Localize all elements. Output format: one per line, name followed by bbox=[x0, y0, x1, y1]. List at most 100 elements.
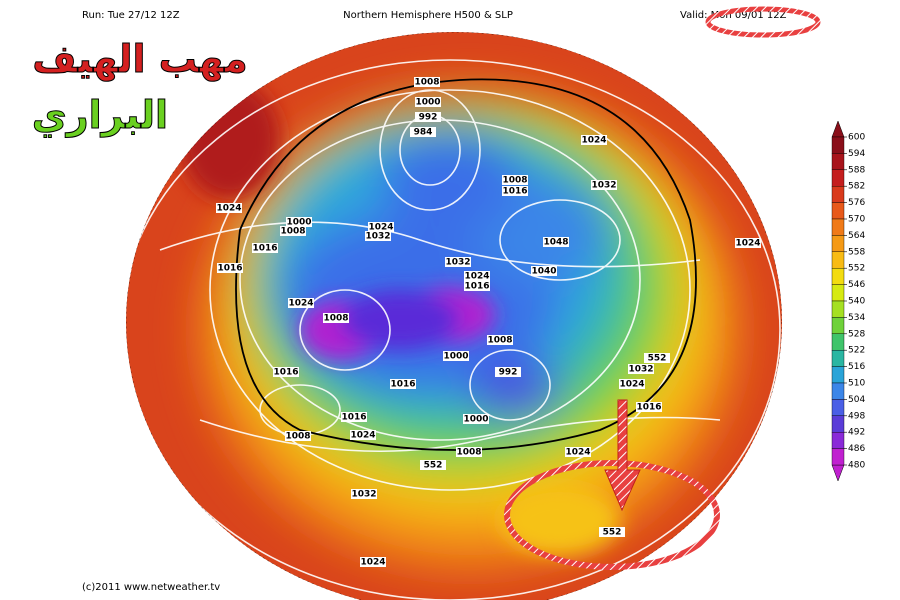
colorbar-swatch bbox=[831, 153, 845, 170]
isobar-label-bg bbox=[463, 414, 489, 424]
isobar-label-bg bbox=[323, 313, 349, 323]
isobar-label-bg bbox=[216, 203, 242, 213]
colorbar-label: 516 bbox=[848, 362, 865, 372]
isobar-label-bg bbox=[636, 402, 662, 412]
colorbar-label: 582 bbox=[848, 182, 865, 192]
isobar-label-bg bbox=[280, 226, 306, 236]
map-title: Northern Hemisphere H500 & SLP bbox=[343, 10, 513, 21]
isobar-label-bg bbox=[390, 379, 416, 389]
colorbar-swatch bbox=[831, 169, 845, 187]
isobar-label-bg bbox=[415, 112, 441, 122]
isobar-label-bg bbox=[420, 460, 446, 470]
isobar-label-bg bbox=[288, 298, 314, 308]
colorbar-label: 594 bbox=[848, 149, 865, 159]
colorbar-swatch bbox=[831, 202, 845, 220]
isobar-label: 1016 bbox=[273, 368, 298, 378]
isobar-label: 1008 bbox=[414, 78, 439, 88]
isobar-label-bg bbox=[735, 238, 761, 248]
colorbar-swatch bbox=[831, 415, 845, 433]
isobar-label-bg bbox=[619, 379, 645, 389]
overlay-title: مهب الهيف bbox=[32, 37, 247, 81]
colorbar-swatch bbox=[831, 317, 845, 334]
isobar-label-bg bbox=[464, 281, 490, 291]
colorbar-label: 504 bbox=[848, 395, 865, 405]
isobar-label: 1000 bbox=[415, 98, 440, 108]
isobar-label-bg bbox=[644, 353, 670, 363]
colorbar-label: 492 bbox=[848, 428, 865, 438]
isobar-label-bg bbox=[487, 335, 513, 345]
isobar-label: 1008 bbox=[487, 336, 512, 346]
isobar-label: 1024 bbox=[735, 239, 760, 249]
isobar-label: 1024 bbox=[619, 380, 644, 390]
isobar-label: 1032 bbox=[591, 181, 616, 191]
isobar-label: 552 bbox=[648, 354, 667, 364]
overlay-subtitle: البراري bbox=[32, 93, 168, 137]
colorbar-swatch bbox=[831, 268, 845, 285]
isobar-label: 552 bbox=[603, 528, 622, 538]
isobar-label-bg bbox=[350, 430, 376, 440]
isobar-label: 1016 bbox=[636, 403, 661, 413]
height-field bbox=[126, 32, 782, 600]
isobar-label-bg bbox=[628, 364, 654, 374]
colorbar-label: 528 bbox=[848, 329, 865, 339]
isobar-label: 1024 bbox=[581, 136, 606, 146]
colorbar-label: 552 bbox=[848, 264, 865, 274]
highlight-ellipse bbox=[504, 460, 720, 570]
isobar-label-bg bbox=[531, 266, 557, 276]
isobar-label-bg bbox=[252, 243, 278, 253]
colorbar-swatch bbox=[831, 185, 845, 203]
isobar-label: 1000 bbox=[443, 352, 468, 362]
colorbar-swatch bbox=[831, 333, 845, 351]
isobar-label-bg bbox=[415, 97, 441, 107]
colorbar-swatch bbox=[831, 382, 845, 400]
isobar-label-bg bbox=[543, 237, 569, 247]
colorbar-label: 588 bbox=[848, 165, 865, 175]
isobar-label: 1024 bbox=[464, 272, 489, 282]
isobar-label: 1032 bbox=[628, 365, 653, 375]
colorbar-label: 522 bbox=[848, 346, 865, 356]
isobar-label-bg bbox=[368, 222, 394, 232]
colorbar-swatch bbox=[831, 432, 845, 449]
isobar-label-bg bbox=[341, 412, 367, 422]
isobar-label: 1024 bbox=[360, 558, 385, 568]
isobar-label: 552 bbox=[424, 461, 443, 471]
isobar-label: 1016 bbox=[252, 244, 277, 254]
arrow bbox=[604, 399, 641, 512]
isobar-label-bg bbox=[273, 367, 299, 377]
isobar-label: 1040 bbox=[531, 267, 556, 277]
isobar-labels: 1008100099298410241008101610321024100010… bbox=[216, 77, 761, 568]
isobar-label-bg bbox=[365, 231, 391, 241]
footer: (c)2011 www.netweather.tv bbox=[82, 582, 220, 593]
isobar-label: 1008 bbox=[502, 176, 527, 186]
isobar-label: 1024 bbox=[565, 448, 590, 458]
colorbar-label: 534 bbox=[848, 313, 865, 323]
colorbar: 600 594 588 582 576 570 564 558 552 546 540 534 528 5… bbox=[831, 120, 865, 482]
isobars bbox=[126, 59, 781, 600]
isobar-label: 1016 bbox=[502, 187, 527, 197]
isobar-label: 1024 bbox=[216, 204, 241, 214]
isobar-label: 1016 bbox=[390, 380, 415, 390]
colorbar-label: 600 bbox=[848, 133, 865, 143]
colorbar-swatch bbox=[831, 284, 845, 302]
isobar-label-bg bbox=[285, 431, 311, 441]
isobar-label-bg bbox=[456, 447, 482, 457]
isobar-label: 1008 bbox=[323, 314, 348, 324]
colorbar-label: 558 bbox=[848, 247, 865, 257]
isobar-label-bg bbox=[445, 257, 471, 267]
colorbar-label: 498 bbox=[848, 411, 865, 421]
isobar-label-bg bbox=[414, 77, 440, 87]
isobar-label: 1016 bbox=[464, 282, 489, 292]
colorbar-label: 540 bbox=[848, 297, 865, 307]
colorbar-swatch bbox=[831, 366, 845, 384]
isobar-label-bg bbox=[217, 263, 243, 273]
isobar-label: 1024 bbox=[288, 299, 313, 309]
isobar-label: 1032 bbox=[365, 232, 390, 242]
isobar-label: 1000 bbox=[286, 218, 311, 228]
contour-552 bbox=[235, 78, 697, 451]
isobar-label: 1008 bbox=[280, 227, 305, 237]
isobar-label: 1024 bbox=[350, 431, 375, 441]
isobar-label-bg bbox=[410, 127, 436, 137]
isobar-label-bg bbox=[495, 367, 521, 377]
